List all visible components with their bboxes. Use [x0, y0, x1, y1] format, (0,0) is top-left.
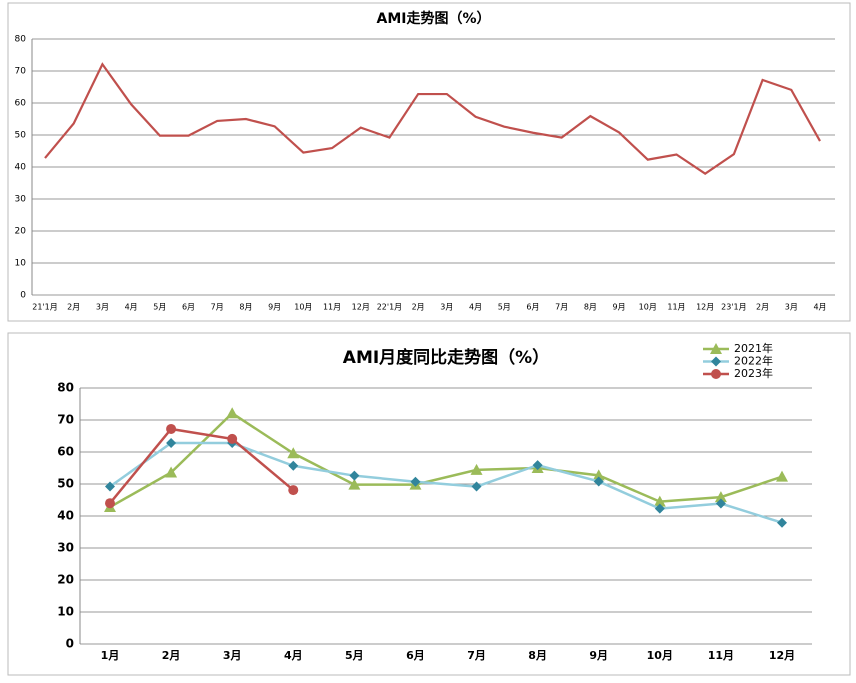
x-tick-label: 5月: [345, 649, 364, 662]
x-tick-label: 7月: [467, 649, 486, 662]
x-tick-label: 22'1月: [377, 303, 402, 312]
x-tick-label: 6月: [182, 303, 195, 312]
x-tick-label: 10月: [647, 649, 673, 662]
marker: [532, 460, 543, 471]
x-tick-label: 6月: [526, 303, 539, 312]
legend-label: 2021年: [734, 341, 773, 355]
x-tick-label: 3月: [440, 303, 453, 312]
x-tick-label: 10月: [639, 303, 657, 312]
marker: [410, 476, 421, 487]
marker: [105, 481, 115, 492]
x-tick-label: 2月: [67, 303, 80, 312]
x-tick-label: 23'1月: [721, 303, 746, 312]
x-tick-label: 11月: [323, 303, 341, 312]
marker: [654, 503, 665, 514]
y-tick-label: 50: [15, 131, 27, 141]
marker: [288, 460, 299, 471]
x-tick-label: 1月: [101, 649, 120, 662]
y-tick-label: 40: [57, 509, 74, 523]
x-tick-label: 12月: [696, 303, 714, 312]
marker: [593, 476, 604, 487]
x-tick-label: 9月: [589, 649, 608, 662]
y-tick-label: 40: [15, 163, 27, 173]
marker: [348, 478, 361, 490]
marker: [592, 469, 605, 481]
x-tick-label: 3月: [785, 303, 798, 312]
x-tick-label: 2月: [162, 649, 181, 662]
series-line: [109, 427, 295, 504]
x-tick-label: 9月: [268, 303, 281, 312]
x-tick-label: 4月: [125, 303, 138, 312]
x-tick-label: 8月: [584, 303, 597, 312]
y-tick-label: 30: [15, 195, 27, 205]
x-tick-label: 10月: [294, 303, 312, 312]
legend-label: 2022年: [734, 354, 773, 368]
marker: [166, 423, 177, 434]
y-tick-label: 50: [57, 477, 74, 491]
chart-title: AMI走势图（%）: [376, 10, 490, 27]
legend-label: 2023年: [734, 366, 773, 380]
marker: [777, 517, 787, 528]
x-tick-label: 7月: [555, 303, 568, 312]
x-tick-label: 2月: [756, 303, 769, 312]
marker: [288, 485, 299, 496]
marker: [166, 438, 177, 449]
x-tick-label: 11月: [667, 303, 685, 312]
x-tick-label: 4月: [469, 303, 482, 312]
x-tick-label: 4月: [813, 303, 826, 312]
x-tick-label: 3月: [223, 649, 242, 662]
y-tick-label: 30: [57, 541, 74, 555]
y-tick-label: 20: [57, 573, 74, 587]
x-tick-label: 6月: [406, 649, 425, 662]
marker: [711, 369, 721, 379]
y-tick-label: 10: [15, 259, 27, 269]
marker: [710, 343, 722, 354]
marker: [714, 491, 727, 503]
x-tick-label: 4月: [284, 649, 303, 662]
marker: [715, 498, 726, 509]
marker: [226, 407, 239, 419]
marker: [471, 481, 482, 492]
marker: [287, 447, 300, 459]
y-tick-label: 60: [15, 99, 27, 109]
x-tick-label: 8月: [239, 303, 252, 312]
marker: [653, 495, 666, 507]
x-tick-label: 12月: [769, 649, 795, 662]
x-tick-label: 5月: [153, 303, 166, 312]
x-tick-label: 8月: [528, 649, 547, 662]
marker: [105, 498, 115, 509]
y-tick-label: 20: [15, 227, 27, 237]
marker: [776, 470, 788, 482]
y-tick-label: 70: [57, 413, 74, 427]
y-tick-label: 0: [20, 291, 26, 301]
y-tick-label: 0: [66, 637, 74, 651]
y-tick-label: 70: [15, 67, 27, 77]
marker: [711, 356, 721, 367]
series-line: [109, 441, 783, 524]
x-tick-label: 2月: [412, 303, 425, 312]
y-tick-label: 10: [57, 605, 74, 619]
x-tick-label: 3月: [96, 303, 109, 312]
x-tick-label: 11月: [708, 649, 734, 662]
x-tick-label: 21'1月: [32, 303, 57, 312]
series-line: [44, 62, 821, 176]
x-tick-label: 5月: [498, 303, 511, 312]
x-tick-label: 12月: [352, 303, 370, 312]
y-tick-label: 80: [57, 381, 74, 395]
series-line: [109, 411, 783, 509]
x-tick-label: 7月: [211, 303, 224, 312]
marker: [470, 463, 483, 475]
chart-title: AMI月度同比走势图（%）: [343, 347, 549, 368]
panel: [7, 2, 851, 322]
marker: [227, 433, 238, 444]
y-tick-label: 80: [15, 35, 27, 45]
x-tick-label: 9月: [613, 303, 626, 312]
marker: [349, 470, 360, 481]
y-tick-label: 60: [57, 445, 74, 459]
marker: [165, 466, 178, 478]
